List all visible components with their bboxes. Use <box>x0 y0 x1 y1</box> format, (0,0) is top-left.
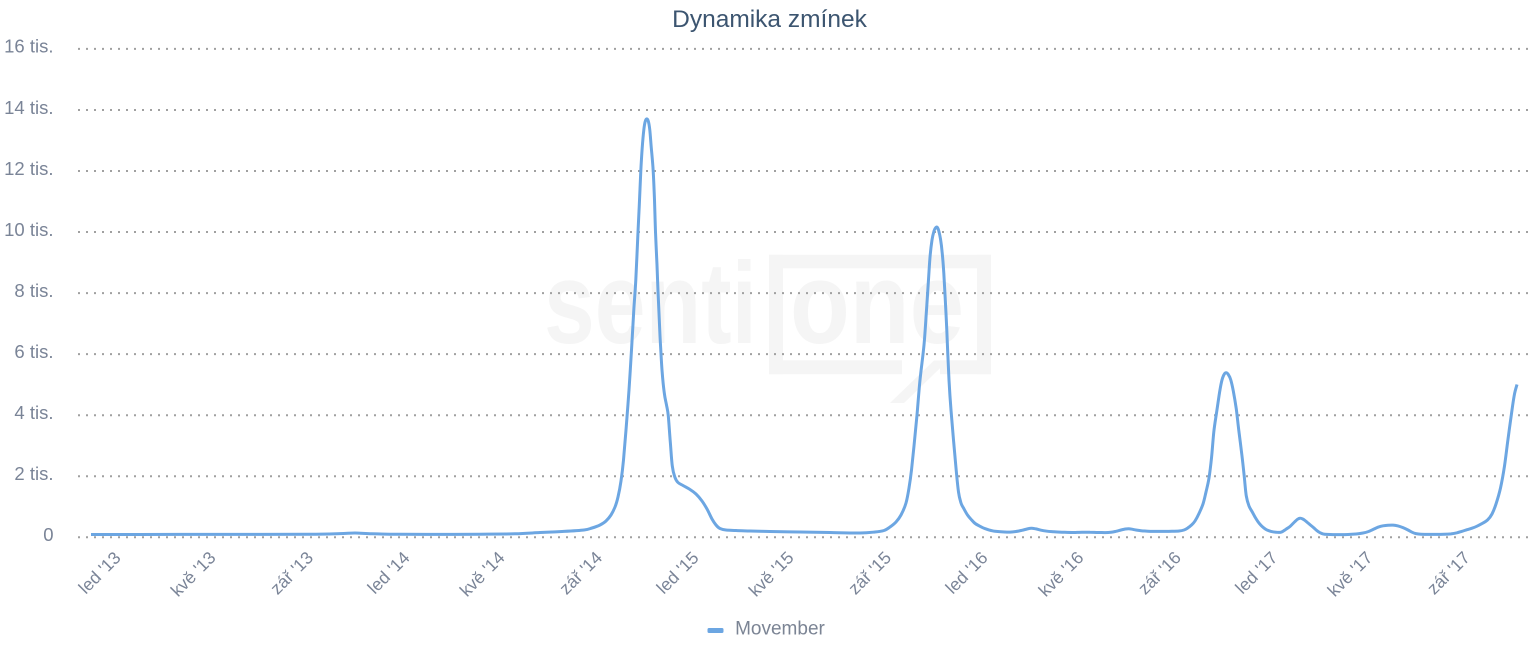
svg-text:zář '17: zář '17 <box>1423 547 1474 598</box>
svg-text:kvě '16: kvě '16 <box>1034 547 1087 600</box>
svg-text:led '15: led '15 <box>652 547 702 597</box>
svg-text:led '16: led '16 <box>941 547 991 597</box>
svg-text:kvě '15: kvě '15 <box>745 547 798 600</box>
svg-text:zář '14: zář '14 <box>555 547 606 598</box>
svg-text:0: 0 <box>43 524 53 545</box>
svg-text:8 tis.: 8 tis. <box>14 280 53 301</box>
svg-text:kvě '13: kvě '13 <box>167 547 220 600</box>
svg-text:kvě '17: kvě '17 <box>1323 547 1376 600</box>
svg-text:14 tis.: 14 tis. <box>4 97 53 118</box>
svg-text:2 tis.: 2 tis. <box>14 463 53 484</box>
svg-text:kvě '14: kvě '14 <box>456 547 509 600</box>
svg-text:led '13: led '13 <box>74 547 124 597</box>
svg-text:led '14: led '14 <box>363 547 413 597</box>
svg-text:zář '13: zář '13 <box>266 547 317 598</box>
svg-text:6 tis.: 6 tis. <box>14 341 53 362</box>
svg-text:zář '16: zář '16 <box>1134 547 1185 598</box>
svg-text:Dynamika zmínek: Dynamika zmínek <box>672 6 867 33</box>
svg-text:16 tis.: 16 tis. <box>4 36 53 57</box>
svg-text:led '17: led '17 <box>1231 547 1281 597</box>
svg-text:Movember: Movember <box>735 619 825 640</box>
svg-text:4 tis.: 4 tis. <box>14 402 53 423</box>
svg-text:senti: senti <box>544 238 757 368</box>
svg-text:zář '15: zář '15 <box>844 547 895 598</box>
svg-text:12 tis.: 12 tis. <box>4 158 53 179</box>
svg-text:10 tis.: 10 tis. <box>4 219 53 240</box>
